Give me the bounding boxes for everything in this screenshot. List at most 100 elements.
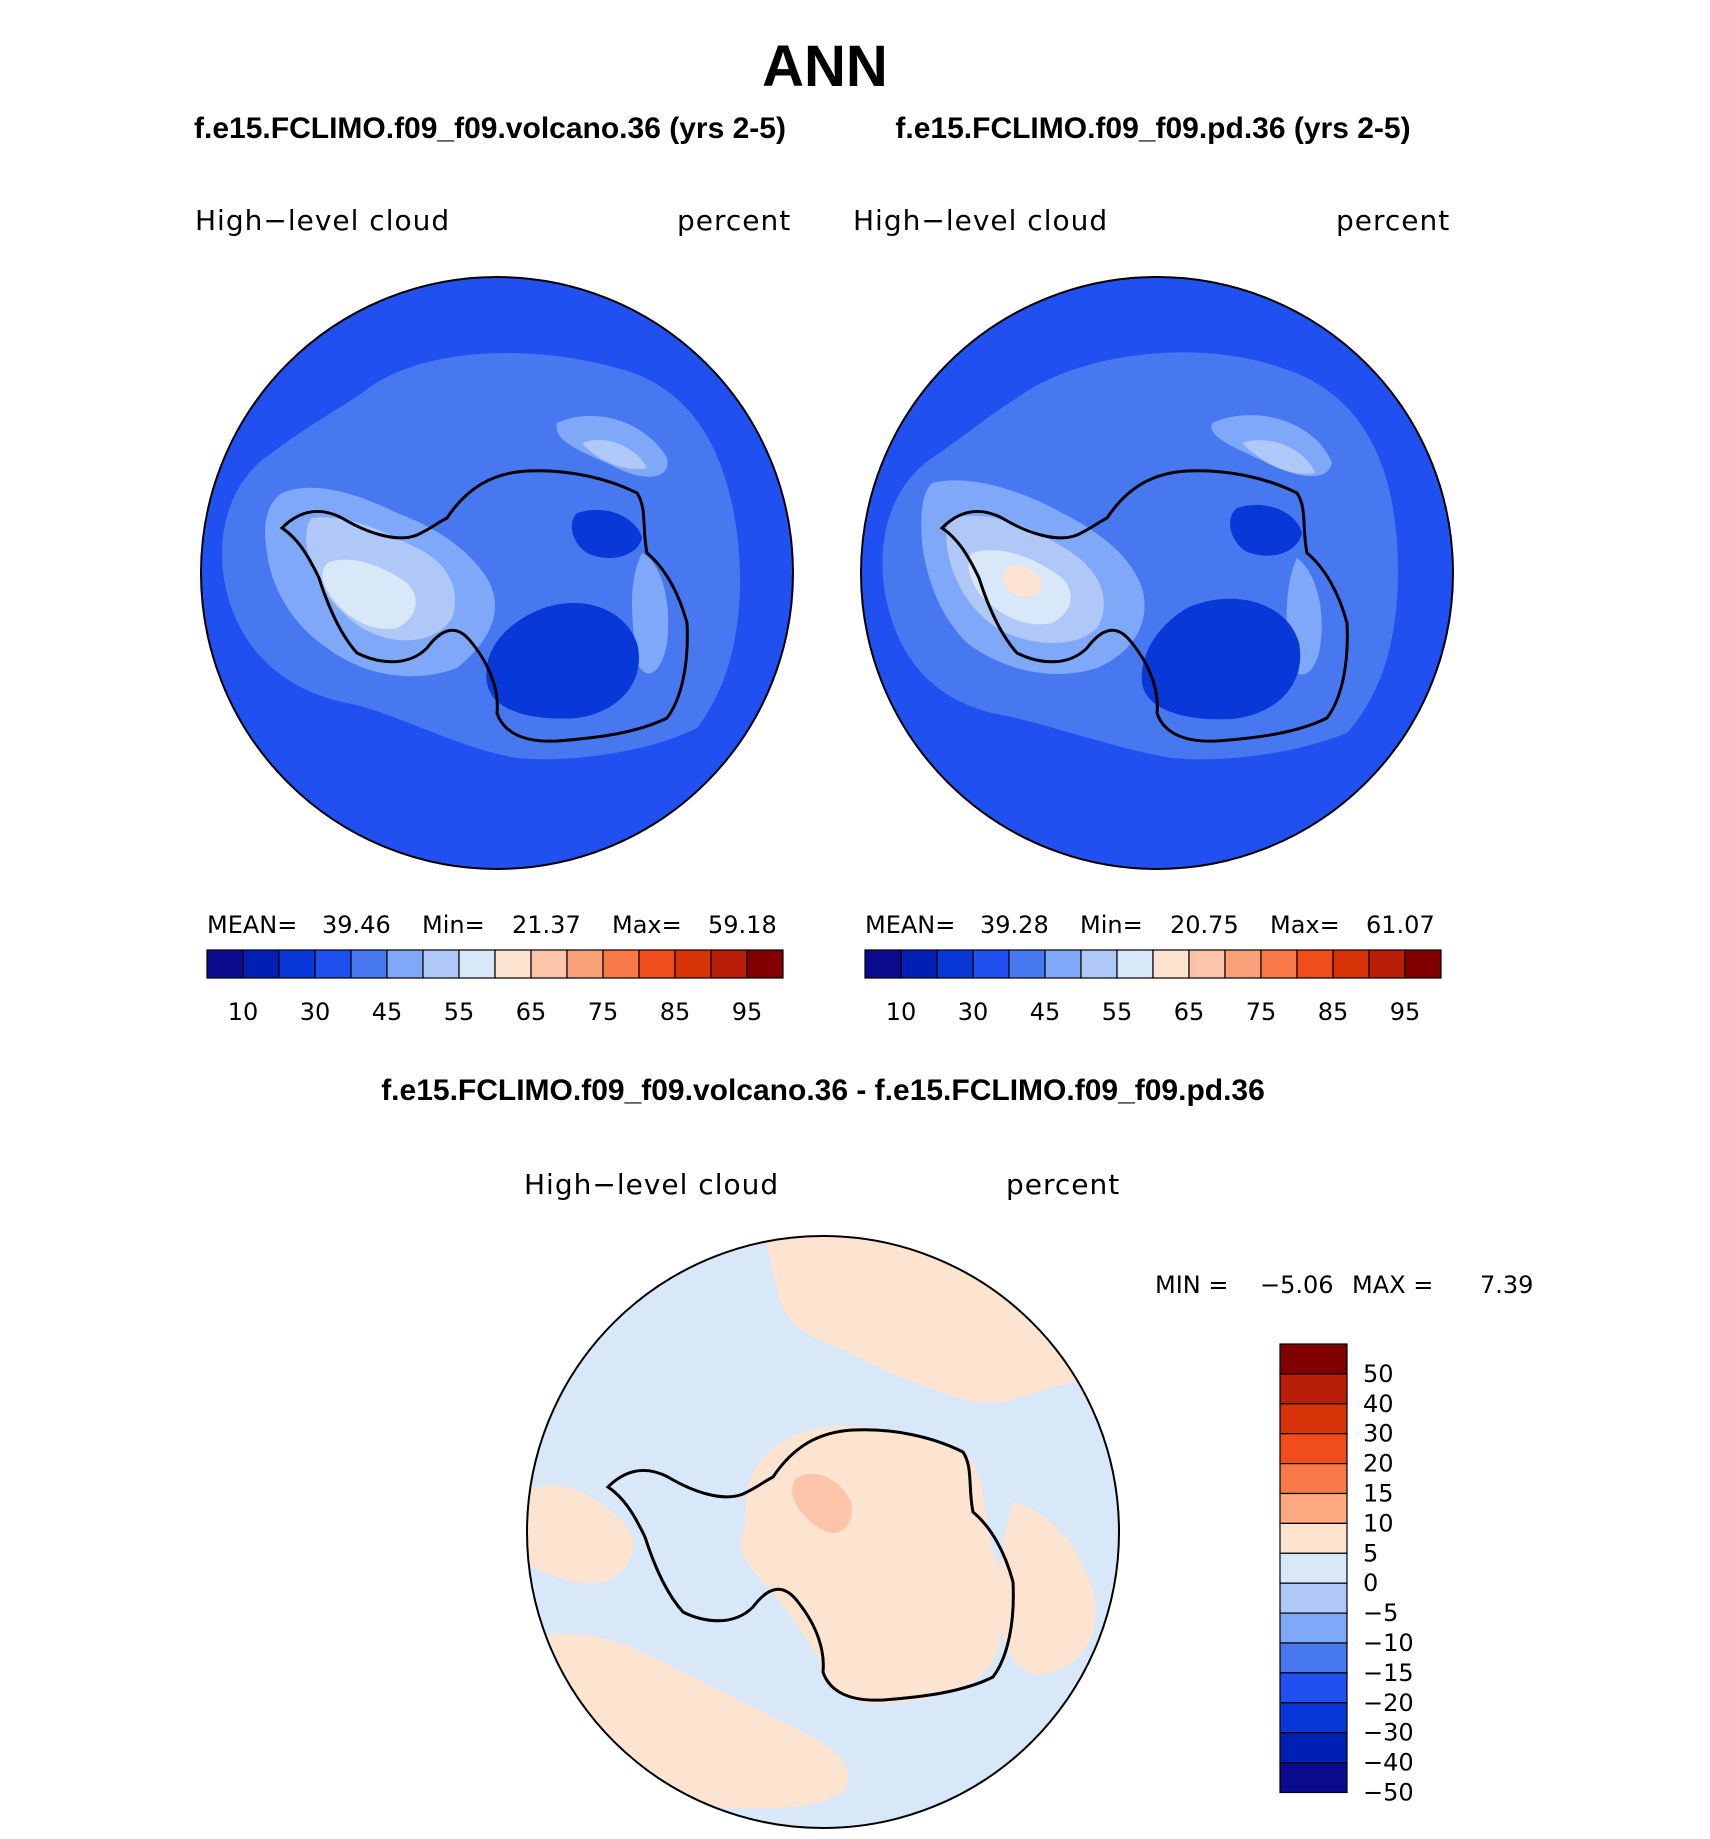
stat-min-value: 21.37 xyxy=(512,911,581,939)
colorbar-tick-label: 55 xyxy=(444,998,475,1026)
colorbar-tick-label: 10 xyxy=(886,998,917,1026)
colorbar-tick-label: 40 xyxy=(1363,1390,1394,1418)
colorbar-swatch xyxy=(314,949,352,979)
colorbar-swatch xyxy=(1279,1552,1348,1584)
colorbar-swatch xyxy=(1279,1433,1348,1465)
stat-max-value: 61.07 xyxy=(1366,911,1435,939)
map-right-band-85 xyxy=(1003,565,1042,597)
map-left-low-30-b xyxy=(486,603,639,719)
diff-max-value: 7.39 xyxy=(1480,1271,1533,1299)
colorbar-swatch xyxy=(1260,949,1298,979)
colorbar-swatch xyxy=(566,949,604,979)
panel-left-units-label: percent xyxy=(677,204,791,237)
map-diff-positive-west xyxy=(527,1485,634,1583)
map-diff-positive-strong xyxy=(792,1473,852,1533)
colorbar-swatch xyxy=(1279,1403,1348,1435)
colorbar-swatch xyxy=(1152,949,1190,979)
colorbar-swatch xyxy=(206,949,244,979)
colorbar-swatch xyxy=(710,949,748,979)
stat-min-label: Min= xyxy=(422,911,485,939)
colorbar-swatch xyxy=(1279,1373,1348,1405)
colorbar-tick-label: 30 xyxy=(1363,1420,1394,1448)
colorbar-tick-label: 75 xyxy=(588,998,619,1026)
colorbar-swatch xyxy=(936,949,974,979)
colorbar-tick-label: 20 xyxy=(1363,1450,1394,1478)
colorbar-tick-label: −20 xyxy=(1363,1689,1414,1717)
colorbar-tick-label: −5 xyxy=(1363,1599,1398,1627)
colorbar-swatch xyxy=(1224,949,1262,979)
colorbar-tick-label: −40 xyxy=(1363,1749,1414,1777)
colorbar-tick-label: 50 xyxy=(1363,1360,1394,1388)
colorbar-tick-label: 85 xyxy=(1318,998,1349,1026)
colorbar-swatch xyxy=(1279,1343,1348,1375)
diff-min-value: −5.06 xyxy=(1260,1271,1334,1299)
colorbar-swatch xyxy=(386,949,424,979)
colorbar-swatch xyxy=(422,949,460,979)
colorbar-swatch xyxy=(1188,949,1226,979)
colorbar-tick-label: 55 xyxy=(1102,998,1133,1026)
map-left-border xyxy=(200,276,794,870)
map-right-low-30-b xyxy=(1141,598,1301,720)
stat-mean-value: 39.28 xyxy=(980,911,1049,939)
colorbar-swatch xyxy=(1116,949,1154,979)
colorbar-swatch xyxy=(530,949,568,979)
map-right-low-30-a xyxy=(1230,504,1302,556)
colorbar-tick-label: 75 xyxy=(1246,998,1277,1026)
colorbar-tick-label: −30 xyxy=(1363,1719,1414,1747)
map-diff-positive-east xyxy=(1000,1502,1096,1675)
colorbar-tick-label: 0 xyxy=(1363,1569,1378,1597)
colorbar-tick-label: 95 xyxy=(732,998,763,1026)
colorbar-swatch xyxy=(1279,1761,1348,1794)
colorbar-tick-label: 5 xyxy=(1363,1539,1378,1567)
panel-right-variable-label: High−level cloud xyxy=(853,204,1108,237)
colorbar-swatch xyxy=(1279,1642,1348,1674)
stat-mean-label: MEAN= xyxy=(865,911,955,939)
colorbar-tick-label: 10 xyxy=(1363,1509,1394,1537)
colorbar-swatch xyxy=(1332,949,1370,979)
stat-max-label: Max= xyxy=(612,911,682,939)
colorbar-swatch xyxy=(1296,949,1334,979)
colorbar-tick-label: 95 xyxy=(1390,998,1421,1026)
diff-min-label: MIN = xyxy=(1155,1271,1228,1299)
colorbar-swatch xyxy=(1404,949,1442,979)
colorbar-swatch xyxy=(900,949,938,979)
colorbar-swatch xyxy=(278,949,316,979)
colorbar-tick-label: 30 xyxy=(300,998,331,1026)
colorbar-swatch xyxy=(864,949,902,979)
diff-max-label: MAX = xyxy=(1352,1271,1433,1299)
colorbar-tick-label: −10 xyxy=(1363,1629,1414,1657)
map-left-volcano xyxy=(201,277,793,869)
colorbar-swatch xyxy=(1368,949,1406,979)
colorbar-swatch xyxy=(1279,1522,1348,1554)
colorbar-swatch xyxy=(458,949,496,979)
colorbar-tick-label: 65 xyxy=(516,998,547,1026)
panel-right-title: f.e15.FCLIMO.f09_f09.pd.36 (yrs 2-5) xyxy=(895,112,1410,145)
panel-left-title: f.e15.FCLIMO.f09_f09.volcano.36 (yrs 2-5… xyxy=(194,112,786,145)
colorbar-swatch xyxy=(350,949,388,979)
colorbar-tick-label: −15 xyxy=(1363,1659,1414,1687)
diff-variable-label: High−level cloud xyxy=(524,1168,779,1201)
colorbar-swatch xyxy=(1080,949,1118,979)
colorbar-swatch xyxy=(242,949,280,979)
colorbar-tick-label: 10 xyxy=(228,998,259,1026)
main-title: ANN xyxy=(762,34,888,99)
colorbar-tick-label: 45 xyxy=(1030,998,1061,1026)
colorbar-swatch xyxy=(1279,1582,1348,1614)
map-right-pd xyxy=(861,277,1453,869)
colorbar-swatch xyxy=(746,949,784,979)
stat-mean-label: MEAN= xyxy=(207,911,297,939)
diff-stats: MIN = −5.06 MAX = 7.39 xyxy=(1155,1271,1533,1299)
panel-left-stats: MEAN= 39.46 Min= 21.37 Max= 59.18 xyxy=(207,911,777,939)
colorbar-tick-label: 85 xyxy=(660,998,691,1026)
colorbar-swatch xyxy=(1008,949,1046,979)
colorbar-swatch xyxy=(602,949,640,979)
diff-panel-title: f.e15.FCLIMO.f09_f09.volcano.36 - f.e15.… xyxy=(381,1074,1265,1107)
map-diff xyxy=(527,1236,1119,1828)
colorbar-right: 10 30 45 55 65 75 85 95 xyxy=(864,949,1442,1026)
stat-max-label: Max= xyxy=(1270,911,1340,939)
colorbar-tick-label: −50 xyxy=(1363,1779,1414,1807)
panel-left-variable-label: High−level cloud xyxy=(195,204,450,237)
stat-max-value: 59.18 xyxy=(708,911,777,939)
map-left-band-75 xyxy=(322,559,416,629)
